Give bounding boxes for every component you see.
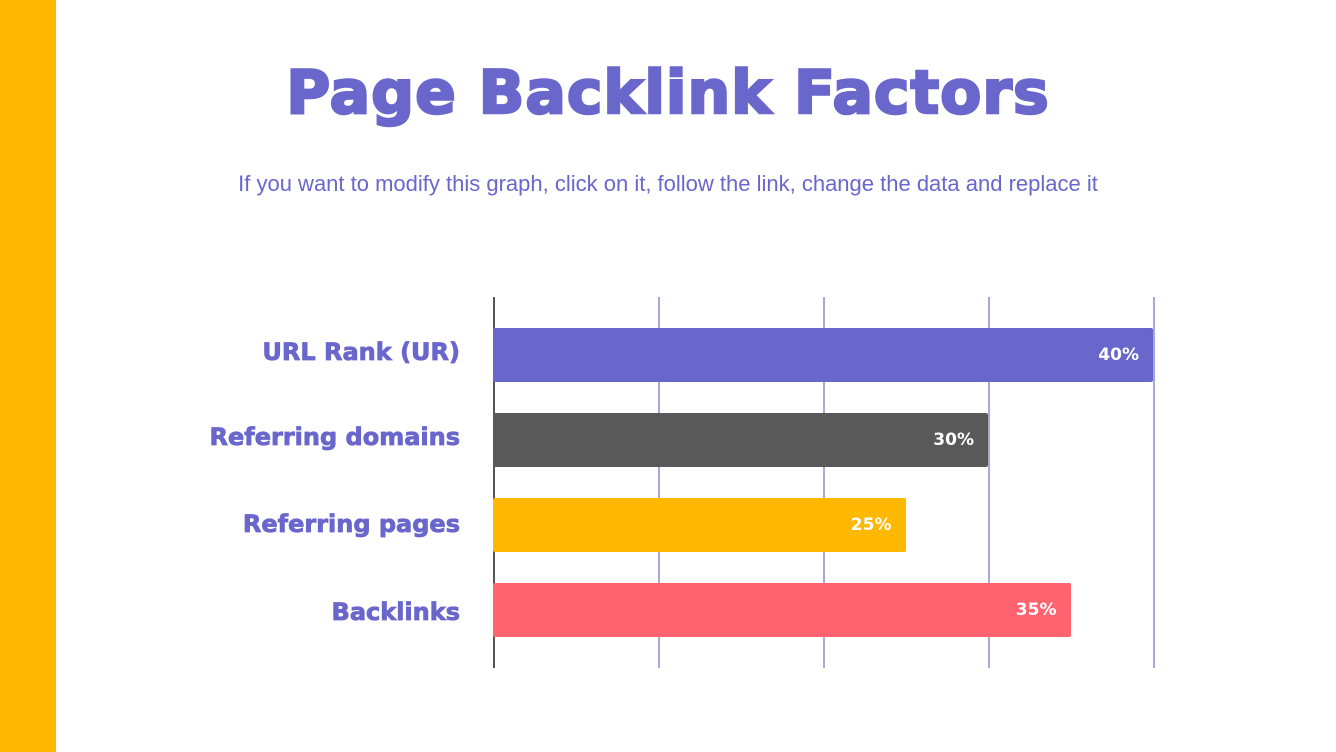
bar-value-label: 25% <box>850 515 892 535</box>
category-label-referring-domains: Referring domains <box>209 423 460 452</box>
bar-referring-domains[interactable]: 30% <box>493 413 988 467</box>
category-label-referring-pages: Referring pages <box>242 510 460 539</box>
accent-sidebar-bar <box>0 0 56 752</box>
bar-value-label: 30% <box>933 430 974 450</box>
category-label-backlinks: Backlinks <box>331 598 460 627</box>
bar-referring-pages[interactable]: 25% <box>493 498 906 552</box>
slide-subtitle: If you want to modify this graph, click … <box>238 171 1098 196</box>
gridline-10 <box>658 297 660 668</box>
bar-url-rank[interactable]: 40% <box>493 328 1153 382</box>
gridline-30 <box>988 297 990 668</box>
gridline-20 <box>823 297 825 668</box>
gridline-40 <box>1153 297 1155 668</box>
y-axis-line <box>493 297 495 668</box>
bar-backlinks[interactable]: 35% <box>493 583 1071 637</box>
bar-value-label: 40% <box>1098 345 1139 365</box>
slide-title: Page Backlink Factors <box>285 57 1050 130</box>
bar-value-label: 35% <box>1015 600 1057 620</box>
category-label-url-rank: URL Rank (UR) <box>262 338 460 367</box>
